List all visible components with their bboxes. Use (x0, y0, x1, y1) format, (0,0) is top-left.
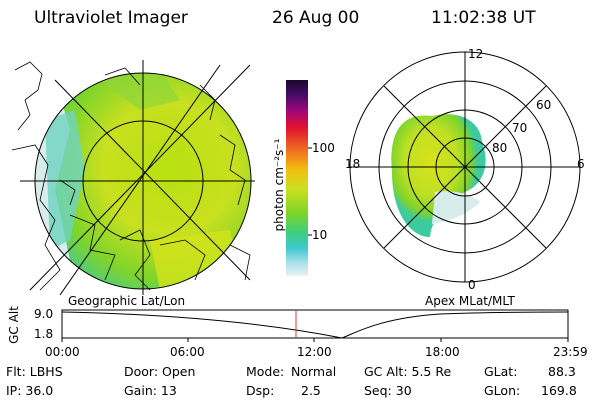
glon-value: 169.8 (541, 383, 577, 398)
gc-alt-min: 1.8 (34, 327, 54, 341)
altitude-timeline (61, 309, 569, 342)
glon-key: GLon: (484, 383, 521, 398)
polar-plot (349, 51, 581, 283)
date-label: 26 Aug 00 (272, 8, 360, 28)
gc-alt-axis-label: GC Alt (7, 306, 21, 344)
ip-status: IP: 36.0 (6, 383, 54, 398)
oval-dim-region (432, 191, 480, 224)
mlt-label-top: 12 (468, 47, 484, 61)
colorbar-tick-100: 100 (312, 141, 335, 155)
time-tick-2: 12:00 (297, 345, 332, 359)
dsp-key: Dsp: (246, 383, 275, 398)
gain-status: Gain: 13 (124, 383, 177, 398)
geographic-caption: Geographic Lat/Lon (68, 294, 186, 308)
mlt-label-right: 6 (577, 157, 585, 171)
geographic-image (11, 60, 255, 295)
dsp-value: 2.5 (301, 383, 321, 398)
coastlines (11, 61, 251, 291)
mode-value: Normal (291, 364, 337, 379)
mlt-label-left: 18 (345, 157, 361, 171)
altitude-curve (61, 311, 569, 339)
time-tick-0: 00:00 (45, 345, 80, 359)
timeline-frame (61, 309, 569, 339)
filter-status: Flt: LBHS (6, 364, 63, 379)
time-tick-4: 23:59 (553, 345, 588, 359)
door-status: Door: Open (124, 364, 196, 379)
colorbar (286, 80, 312, 276)
gc-alt-max: 9.0 (34, 307, 54, 321)
time-tick-3: 18:00 (425, 345, 460, 359)
glat-key: GLat: (484, 364, 518, 379)
mlat-label-60: 60 (536, 98, 552, 112)
gc-alt-status: GC Alt: 5.5 Re (364, 364, 452, 379)
glat-value: 88.3 (548, 364, 576, 379)
geo-grid (20, 60, 255, 295)
instrument-title: Ultraviolet Imager (34, 8, 188, 28)
colorbar-gradient (286, 80, 308, 276)
colorbar-unit-label: photon cm⁻²s⁻¹ (272, 138, 286, 232)
aurora-oval (391, 114, 486, 237)
mlt-label-bottom: 0 (468, 278, 476, 292)
polar-grid (349, 51, 581, 283)
colorbar-tick-10: 10 (312, 228, 328, 242)
time-tick-1: 06:00 (170, 345, 205, 359)
mode-key: Mode: (246, 364, 285, 379)
time-label: 11:02:38 UT (431, 8, 536, 28)
timeline-ticks (61, 338, 569, 342)
apex-caption: Apex MLat/MLT (425, 294, 515, 308)
mlat-label-70: 70 (512, 121, 528, 135)
mlat-label-80: 80 (492, 141, 508, 155)
seq-status: Seq: 30 (364, 383, 412, 398)
